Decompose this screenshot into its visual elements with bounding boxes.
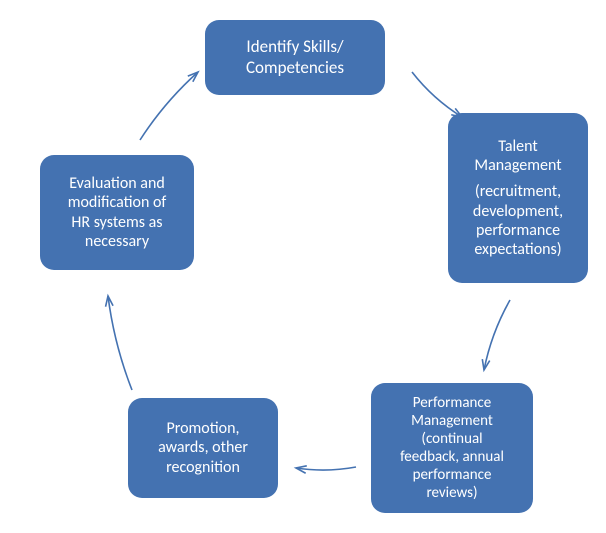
flowchart-node-n1: Identify Skills/Competencies [205,20,385,95]
node-text-line: Performance [413,394,491,412]
node-text-line: Management [411,412,493,430]
node-text-line: (recruitment, [475,182,561,201]
node-text-line: performance [413,466,492,484]
node-text-line: Identify Skills/ [246,37,343,57]
arrow-head [106,296,113,307]
node-text-line: Evaluation and [69,174,165,193]
node-text-line: HR systems as [71,213,162,232]
node-text-line: Management [474,156,561,175]
node-text-line: awards, other [158,438,248,457]
node-text-line: performance [476,221,560,240]
flowchart-node-n4: Promotion,awards, otherrecognition [128,398,278,498]
node-text-line: Competencies [246,58,344,78]
flowchart-node-n3: PerformanceManagement(continualfeedback,… [371,383,533,513]
node-text-line: modification of [68,193,167,212]
arrow-line [484,300,510,370]
node-text-line: feedback, annual [400,448,504,466]
flowchart-node-n2: TalentManagement (recruitment,developmen… [448,113,588,283]
node-text-line: Promotion, [167,419,240,438]
arrow-head [188,72,198,82]
arrow-head [482,359,489,370]
node-text-line: expectations) [474,240,561,259]
node-text-line [517,175,518,182]
arrow-line [140,72,198,140]
arrow-line [108,296,132,390]
arrow-line [412,72,462,117]
node-text-line: necessary [85,232,149,251]
node-text-line: reviews) [426,484,477,502]
node-text-line: development, [473,202,563,221]
flowchart-node-n5: Evaluation andmodification ofHR systems … [40,155,194,270]
arrow-line [296,467,356,470]
arrow-head [296,466,307,473]
node-text-line: (continual [421,430,482,448]
node-text-line: recognition [166,458,240,477]
node-text-line: Talent [498,137,537,156]
